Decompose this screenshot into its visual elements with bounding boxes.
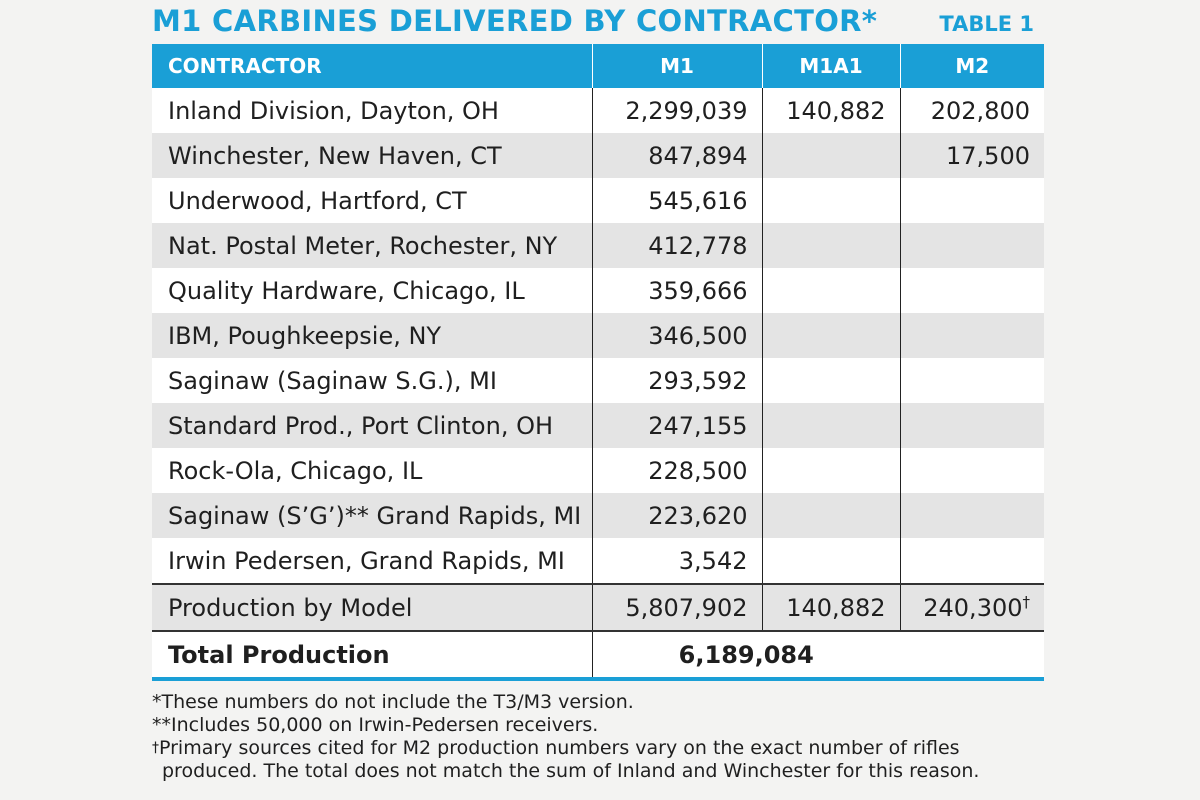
contractor-cell: Winchester, New Haven, CT <box>152 133 592 178</box>
title-row: M1 CARBINES DELIVERED BY CONTRACTOR* TAB… <box>152 0 1044 44</box>
contractor-cell: Standard Prod., Port Clinton, OH <box>152 403 592 448</box>
m1-cell: 847,894 <box>591 133 762 178</box>
table-row: Nat. Postal Meter, Rochester, NY 412,778 <box>152 223 1044 268</box>
table-row: Inland Division, Dayton, OH 2,299,039 14… <box>152 88 1044 133</box>
footnote-3-line2: produced. The total does not match the s… <box>162 760 980 782</box>
total-row-empty-cell <box>900 630 1044 677</box>
table-row: Winchester, New Haven, CT 847,894 17,500 <box>152 133 1044 178</box>
contractor-cell: Quality Hardware, Chicago, IL <box>152 268 592 313</box>
table-row: IBM, Poughkeepsie, NY 346,500 <box>152 313 1044 358</box>
table-row: Standard Prod., Port Clinton, OH 247,155 <box>152 403 1044 448</box>
footnote-3: †Primary sources cited for M2 production… <box>152 737 1044 760</box>
contractor-cell: IBM, Poughkeepsie, NY <box>152 313 592 358</box>
m1a1-cell <box>761 133 900 178</box>
table-row: Saginaw (S’G’)** Grand Rapids, MI 223,62… <box>152 493 1044 538</box>
footnote-2: **Includes 50,000 on Irwin-Pedersen rece… <box>152 714 599 736</box>
m1a1-cell <box>761 268 900 313</box>
footnote-1: *These numbers do not include the T3/M3 … <box>152 691 634 713</box>
table-row: Quality Hardware, Chicago, IL 359,666 <box>152 268 1044 313</box>
model-m1-total: 5,807,902 <box>591 583 762 631</box>
m1-cell: 2,299,039 <box>591 88 762 133</box>
m1a1-cell <box>761 313 900 358</box>
contractor-cell: Irwin Pedersen, Grand Rapids, MI <box>152 538 592 584</box>
m2-cell <box>899 178 1044 223</box>
m2-cell <box>899 448 1044 493</box>
m1a1-cell: 140,882 <box>761 88 900 133</box>
column-header-m1a1: M1A1 <box>761 44 900 88</box>
footnotes: *These numbers do not include the T3/M3 … <box>152 691 1044 783</box>
contractor-cell: Rock-Ola, Chicago, IL <box>152 448 592 493</box>
m1-cell: 545,616 <box>591 178 762 223</box>
table-row: Irwin Pedersen, Grand Rapids, MI 3,542 <box>152 538 1044 584</box>
contractor-cell: Saginaw (S’G’)** Grand Rapids, MI <box>152 493 592 538</box>
table-figure: M1 CARBINES DELIVERED BY CONTRACTOR* TAB… <box>152 0 1044 783</box>
table-row: Underwood, Hartford, CT 545,616 <box>152 178 1044 223</box>
column-header-contractor: CONTRACTOR <box>152 44 592 88</box>
m1a1-cell <box>761 178 900 223</box>
model-m1a1-total: 140,882 <box>761 583 900 631</box>
total-production-value: 6,189,084 <box>591 630 900 677</box>
table-row: Saginaw (Saginaw S.G.), MI 293,592 <box>152 358 1044 403</box>
table-title: M1 CARBINES DELIVERED BY CONTRACTOR* <box>152 4 878 38</box>
m1a1-cell <box>761 493 900 538</box>
production-by-model-row: Production by Model 5,807,902 140,882 24… <box>152 583 1044 631</box>
table-row: Rock-Ola, Chicago, IL 228,500 <box>152 448 1044 493</box>
footnote-3-mark: † <box>152 740 159 756</box>
contractor-cell: Inland Division, Dayton, OH <box>152 88 592 133</box>
total-production-row: Total Production 6,189,084 <box>152 630 1044 677</box>
m1-cell: 412,778 <box>591 223 762 268</box>
contractor-table: CONTRACTOR M1 M1A1 M2 Inland Division, D… <box>152 44 1044 677</box>
m2-cell <box>899 493 1044 538</box>
m2-cell <box>899 268 1044 313</box>
m2-cell: 202,800 <box>899 88 1044 133</box>
model-m2-total: 240,300 <box>923 593 1023 622</box>
m1a1-cell <box>761 448 900 493</box>
m2-cell <box>899 538 1044 584</box>
m1a1-cell <box>761 538 900 584</box>
model-m2-total-cell: 240,300† <box>899 583 1044 631</box>
dagger-mark: † <box>1022 592 1031 611</box>
m1-cell: 3,542 <box>591 538 762 584</box>
total-row-label: Total Production <box>152 630 592 677</box>
m1-cell: 247,155 <box>591 403 762 448</box>
m1-cell: 293,592 <box>591 358 762 403</box>
m1a1-cell <box>761 223 900 268</box>
footnote-3-line1: Primary sources cited for M2 production … <box>159 737 960 759</box>
m2-cell <box>899 403 1044 448</box>
m1-cell: 346,500 <box>591 313 762 358</box>
contractor-cell: Nat. Postal Meter, Rochester, NY <box>152 223 592 268</box>
m1-cell: 228,500 <box>591 448 762 493</box>
column-header-m2: M2 <box>899 44 1044 88</box>
bottom-rule <box>152 677 1044 681</box>
m2-cell <box>899 358 1044 403</box>
header-row: CONTRACTOR M1 M1A1 M2 <box>152 44 1044 88</box>
model-row-label: Production by Model <box>152 583 592 631</box>
m2-cell: 17,500 <box>899 133 1044 178</box>
table-number-label: TABLE 1 <box>939 12 1034 36</box>
m1-cell: 223,620 <box>591 493 762 538</box>
m2-cell <box>899 313 1044 358</box>
contractor-cell: Underwood, Hartford, CT <box>152 178 592 223</box>
m1a1-cell <box>761 358 900 403</box>
contractor-cell: Saginaw (Saginaw S.G.), MI <box>152 358 592 403</box>
column-header-m1: M1 <box>591 44 762 88</box>
m2-cell <box>899 223 1044 268</box>
m1-cell: 359,666 <box>591 268 762 313</box>
m1a1-cell <box>761 403 900 448</box>
